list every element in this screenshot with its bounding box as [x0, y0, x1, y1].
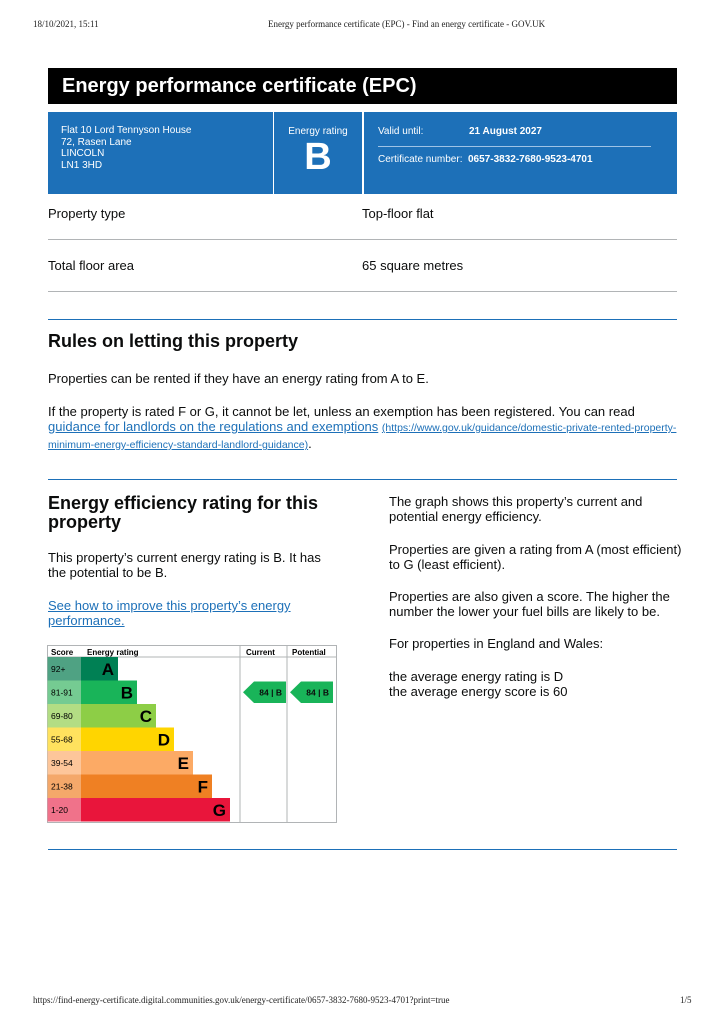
rating-letter-D: D — [158, 731, 170, 750]
valid-until-value: 21 August 2027 — [469, 126, 542, 137]
rules-heading: Rules on letting this property — [48, 331, 299, 351]
rating-bar-F — [81, 774, 212, 798]
certificate-number-value: 0657-3832-7680-9523-4701 — [468, 154, 593, 165]
average-score: the average energy score is 60 — [389, 684, 568, 699]
period: . — [308, 436, 312, 451]
divider — [378, 146, 651, 147]
floor-area-label: Total floor area — [48, 258, 134, 273]
score-label-B: 81-91 — [51, 688, 73, 698]
rating-bar-D — [81, 727, 174, 751]
rating-letter-C: C — [140, 707, 152, 726]
energy-rating-label: Energy rating — [288, 126, 348, 137]
address-line: LN1 3HD — [61, 159, 103, 171]
efficiency-text: This property’s current energy rating is… — [48, 550, 321, 580]
property-type-value: Top-floor flat — [362, 206, 434, 221]
current-rating-label: 84 | B — [259, 688, 282, 698]
rating-bar-G — [81, 798, 230, 822]
rating-bar-B — [81, 680, 137, 704]
score-label-G: 1-20 — [51, 805, 68, 815]
header-energy-rating: Energy rating — [87, 648, 139, 657]
address-line: 72, Rasen Lane — [61, 136, 132, 148]
page-title: Energy performance certificate (EPC) — [48, 68, 677, 104]
header-score: Score — [51, 648, 74, 657]
score-label-D: 55-68 — [51, 735, 73, 745]
rules-text-body: If the property is rated F or G, it cann… — [48, 404, 635, 419]
score-cell-E — [47, 751, 82, 775]
print-url: https://find-energy-certificate.digital.… — [33, 995, 450, 1005]
rules-text: Properties can be rented if they have an… — [48, 371, 429, 386]
print-page-number: 1/5 — [680, 995, 692, 1005]
average-rating: the average energy rating is D — [389, 669, 564, 684]
summary-row: Property type Top-floor flat — [48, 188, 677, 240]
property-type-label: Property type — [48, 206, 126, 221]
certificate-info: Valid until: 21 August 2027 Certificate … — [364, 112, 677, 194]
rating-letter-G: G — [213, 801, 226, 820]
current-arrow — [243, 681, 286, 703]
energy-rating-box: Energy rating B — [274, 112, 362, 194]
potential-arrow — [290, 681, 333, 703]
address-line: LINCOLN — [61, 148, 105, 159]
energy-rating-chart: Score Energy rating Current Potential 92+ A 81… — [47, 645, 337, 823]
score-label-A: 92+ — [51, 664, 65, 674]
rating-letter-F: F — [198, 778, 208, 797]
landlord-guidance-url[interactable]: (https://www.gov.uk/guidance/domestic-pr… — [48, 422, 677, 451]
score-cell-D — [47, 727, 82, 751]
address-line: Flat 10 Lord Tennyson House — [61, 125, 192, 136]
efficiency-heading: Energy efficiency rating for this proper… — [48, 493, 319, 532]
section-divider — [48, 319, 677, 320]
potential-rating-label: 84 | B — [306, 688, 329, 698]
graph-info: The graph shows this property’s current … — [389, 494, 643, 524]
graph-info: Properties are also given a score. The h… — [389, 589, 670, 619]
score-cell-G — [47, 798, 82, 822]
section-divider — [48, 479, 677, 480]
rules-text: If the property is rated F or G, it cann… — [48, 404, 680, 453]
improve-performance-link[interactable]: See how to improve this property’s energ… — [48, 598, 291, 628]
rating-letter-B: B — [121, 684, 133, 703]
valid-until-label: Valid until: — [378, 126, 424, 137]
score-cell-A — [47, 657, 82, 681]
header-potential: Potential — [292, 648, 326, 657]
address: Flat 10 Lord Tennyson House 72, Rasen La… — [48, 112, 273, 194]
graph-info: Properties are given a rating from A (mo… — [389, 542, 682, 572]
certificate-number-label: Certificate number: — [378, 154, 463, 165]
landlord-guidance-link[interactable]: guidance for landlords on the regulation… — [48, 419, 379, 434]
section-divider — [48, 849, 677, 850]
rating-bar-A — [81, 657, 118, 681]
rating-letter-A: A — [102, 660, 114, 679]
summary-row: Total floor area 65 square metres — [48, 240, 677, 292]
header-current: Current — [246, 648, 275, 657]
rating-bar-C — [81, 704, 156, 728]
score-label-E: 39-54 — [51, 758, 73, 768]
graph-info: For properties in England and Wales: — [389, 636, 604, 651]
energy-rating-value: B — [304, 136, 332, 178]
rating-bar-E — [81, 751, 193, 775]
print-page-title: Energy performance certificate (EPC) - F… — [268, 19, 546, 29]
floor-area-value: 65 square metres — [362, 258, 464, 273]
score-cell-F — [47, 774, 82, 798]
print-datetime: 18/10/2021, 15:11 — [33, 19, 99, 29]
score-cell-C — [47, 704, 82, 728]
rating-letter-E: E — [178, 754, 189, 773]
score-cell-B — [47, 680, 82, 704]
score-label-C: 69-80 — [51, 711, 73, 721]
score-label-F: 21-38 — [51, 782, 73, 792]
